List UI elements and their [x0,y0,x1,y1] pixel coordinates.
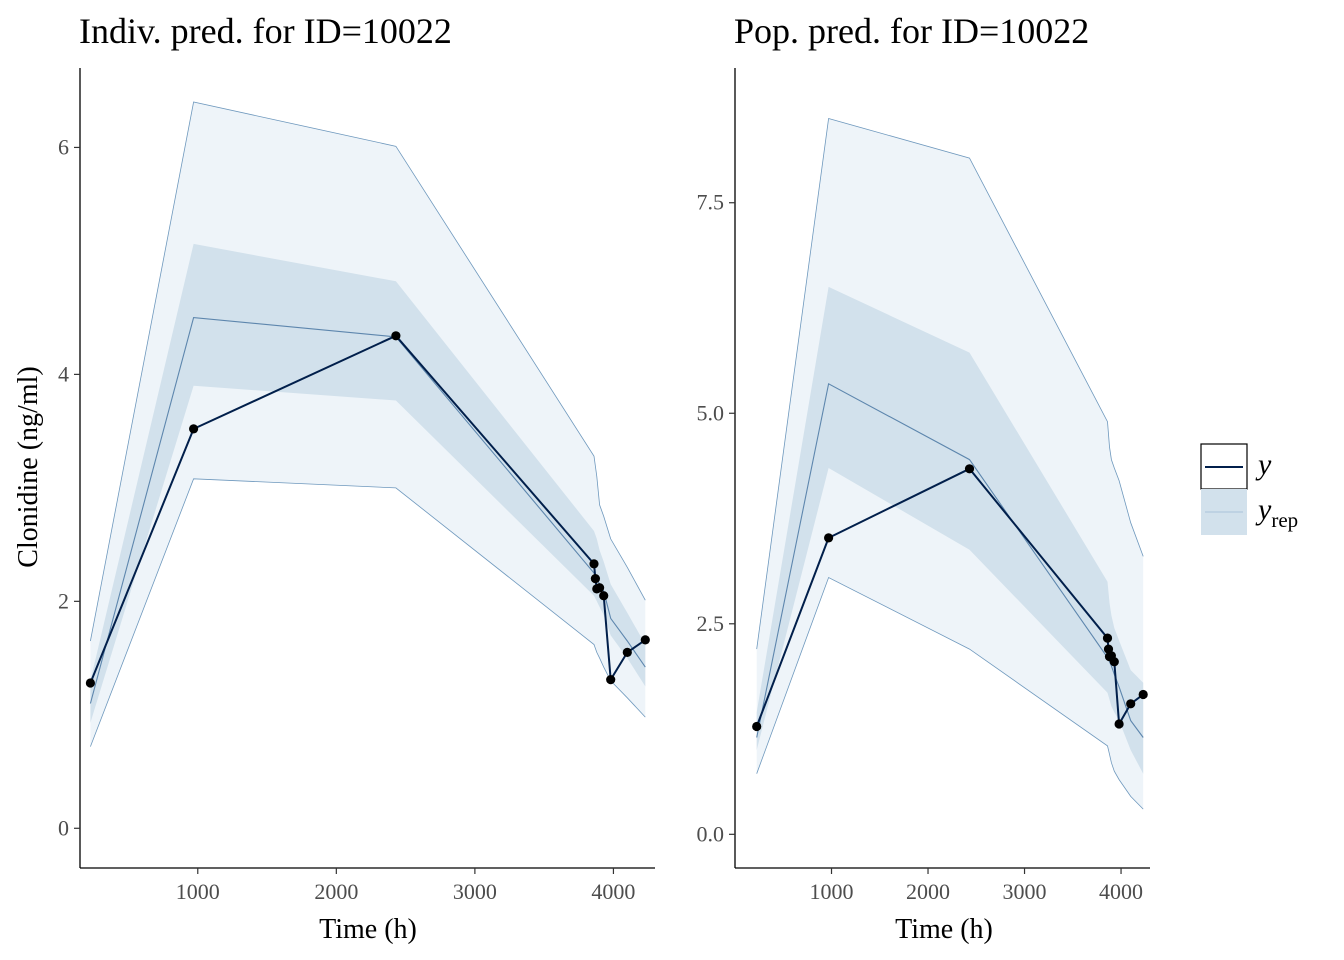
yrep-inner-band [756,286,1144,774]
yrep-outer-high-edge [756,117,1144,650]
observed-point [606,675,616,685]
yrep-bands [89,101,646,747]
x-tick-label: 1000 [810,879,854,904]
y-tick-label: 2.5 [697,611,725,636]
observed-point [1109,657,1119,667]
x-tick-label: 4000 [1099,879,1143,904]
yrep-outer-high-edge [90,101,646,642]
y-tick-label: 0 [58,815,69,840]
observed-point [1126,699,1136,709]
panel-individual-prediction: Indiv. pred. for ID=10022 1000 2000 3000 40… [13,11,655,945]
observed-point [189,424,199,434]
legend: y yrep [1200,443,1298,535]
yrep-outer-low-edge [90,478,646,747]
observed-point [1114,719,1124,729]
legend-label-yrep-sub: rep [1271,508,1298,532]
y-tick-label: 7.5 [697,190,725,215]
observed-series [752,464,1148,732]
observed-point [391,331,401,341]
x-tick-label: 3000 [453,879,497,904]
legend-label-yrep-main: y [1255,493,1272,526]
y-tick-label: 5.0 [697,400,725,425]
observed-point [824,533,834,543]
y-axis-label: Clonidine (ng/ml) [13,366,44,567]
observed-point [622,647,632,658]
y-tick-label: 0.0 [697,821,725,846]
y-ticks: 0.0 2.5 5.0 7.5 [697,190,735,846]
x-axis-label: Time (h) [319,914,417,945]
observed-point [1102,633,1113,643]
y-ticks: 0 2 4 6 [58,134,80,840]
observed-point [595,583,605,593]
x-tick-label: 1000 [176,879,220,904]
x-tick-label: 3000 [1003,879,1047,904]
observed-point [589,559,599,569]
x-tick-label: 2000 [314,879,358,904]
observed-point [599,591,609,601]
y-tick-label: 4 [58,361,69,386]
observed-point [752,721,762,732]
x-ticks: 1000 2000 3000 4000 [810,868,1143,904]
observed-point [964,464,975,474]
legend-label-yrep: yrep [1255,493,1298,532]
observed-point [590,574,601,584]
panel-title: Indiv. pred. for ID=10022 [79,11,452,51]
observed-point [640,635,650,645]
observed-series [85,331,650,688]
yrep-bands [756,117,1144,810]
legend-label-y: y [1255,448,1272,481]
y-tick-label: 2 [58,588,69,613]
x-tick-label: 2000 [906,879,950,904]
x-tick-label: 4000 [591,879,635,904]
x-ticks: 1000 2000 3000 4000 [176,868,635,904]
panel-population-prediction: Pop. pred. for ID=10022 1000 2000 3000 4000… [697,11,1150,945]
x-axis-label: Time (h) [895,914,993,945]
y-tick-label: 6 [58,134,69,159]
observed-point [85,678,95,688]
yrep-outer-low-edge [756,576,1144,810]
panel-title: Pop. pred. for ID=10022 [734,11,1089,51]
yrep-inner-band [90,243,646,723]
observed-point [1138,689,1148,700]
